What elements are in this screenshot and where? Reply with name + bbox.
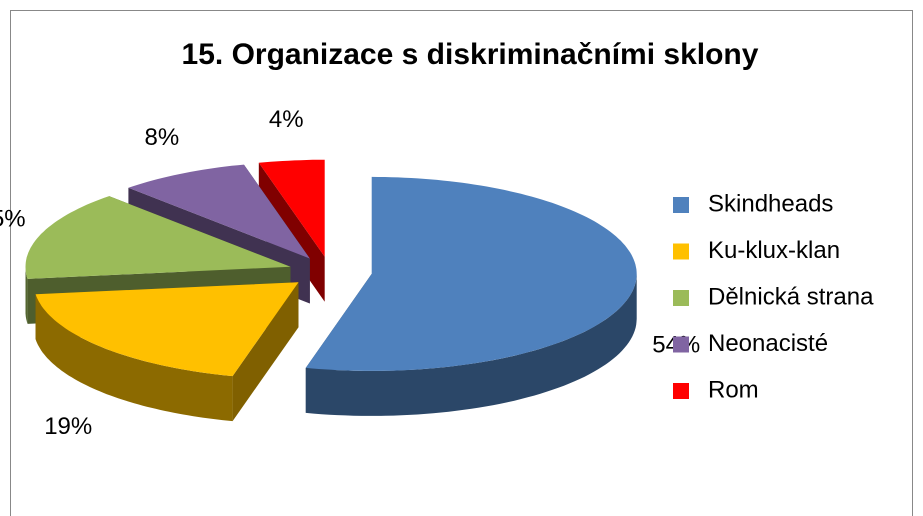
- data-label: 8%: [145, 124, 180, 151]
- legend-swatch: [673, 336, 689, 353]
- legend-swatch: [673, 243, 689, 260]
- pie-slice: [258, 159, 325, 257]
- pie-slice: [25, 196, 291, 279]
- legend-label: Neonacisté: [708, 330, 828, 357]
- pie-slice: [128, 164, 310, 259]
- legend-swatch: [673, 290, 689, 306]
- data-label: 4%: [269, 106, 304, 133]
- chart-title: 15. Organizace s diskriminačními sklony: [182, 38, 759, 71]
- legend-label: Ku-klux-klan: [708, 237, 840, 264]
- slice-outer-wall: [305, 273, 637, 416]
- slice-outer-wall: [35, 294, 233, 422]
- pie-slice: [305, 176, 637, 371]
- data-label: 19%: [44, 413, 92, 440]
- legend-label: Rom: [708, 376, 759, 403]
- data-label: 15%: [0, 206, 26, 233]
- legend-swatch: [673, 197, 689, 213]
- legend-label: Skindheads: [708, 190, 833, 217]
- slice-outer-wall: [25, 266, 28, 324]
- pie-slice: [35, 282, 299, 377]
- slice-tops: [25, 159, 637, 377]
- legend-swatch: [673, 383, 689, 399]
- legend-label: Dělnická strana: [708, 283, 874, 310]
